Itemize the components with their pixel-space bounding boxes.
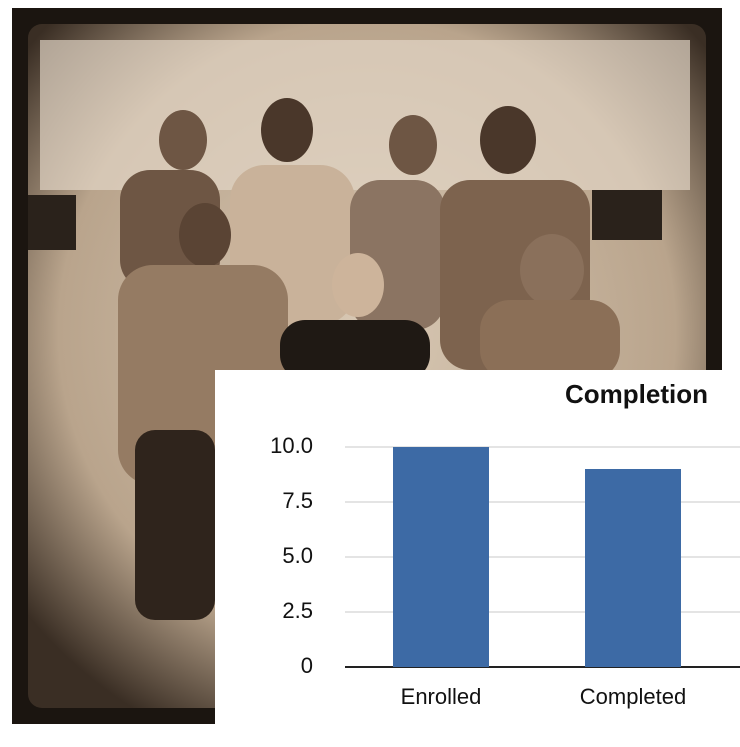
page: Completion 0 2.5 5.0 7.5 10.0 Enrolled Complet… (0, 0, 740, 747)
y-tick-label: 2.5 (282, 598, 313, 623)
monitor (28, 195, 76, 250)
bar (393, 447, 489, 667)
y-tick-label: 7.5 (282, 488, 313, 513)
monitor (592, 190, 662, 240)
chart-title: Completion (565, 379, 708, 409)
screenshot: Completion 0 2.5 5.0 7.5 10.0 Enrolled Complet… (0, 0, 740, 747)
x-tick-label: Enrolled (401, 684, 482, 709)
y-tick-label: 0 (301, 653, 313, 678)
x-tick-label: Completed (580, 684, 686, 709)
bar (585, 469, 681, 667)
y-tick-label: 5.0 (282, 543, 313, 568)
wall (40, 40, 690, 190)
y-tick-label: 10.0 (270, 433, 313, 458)
